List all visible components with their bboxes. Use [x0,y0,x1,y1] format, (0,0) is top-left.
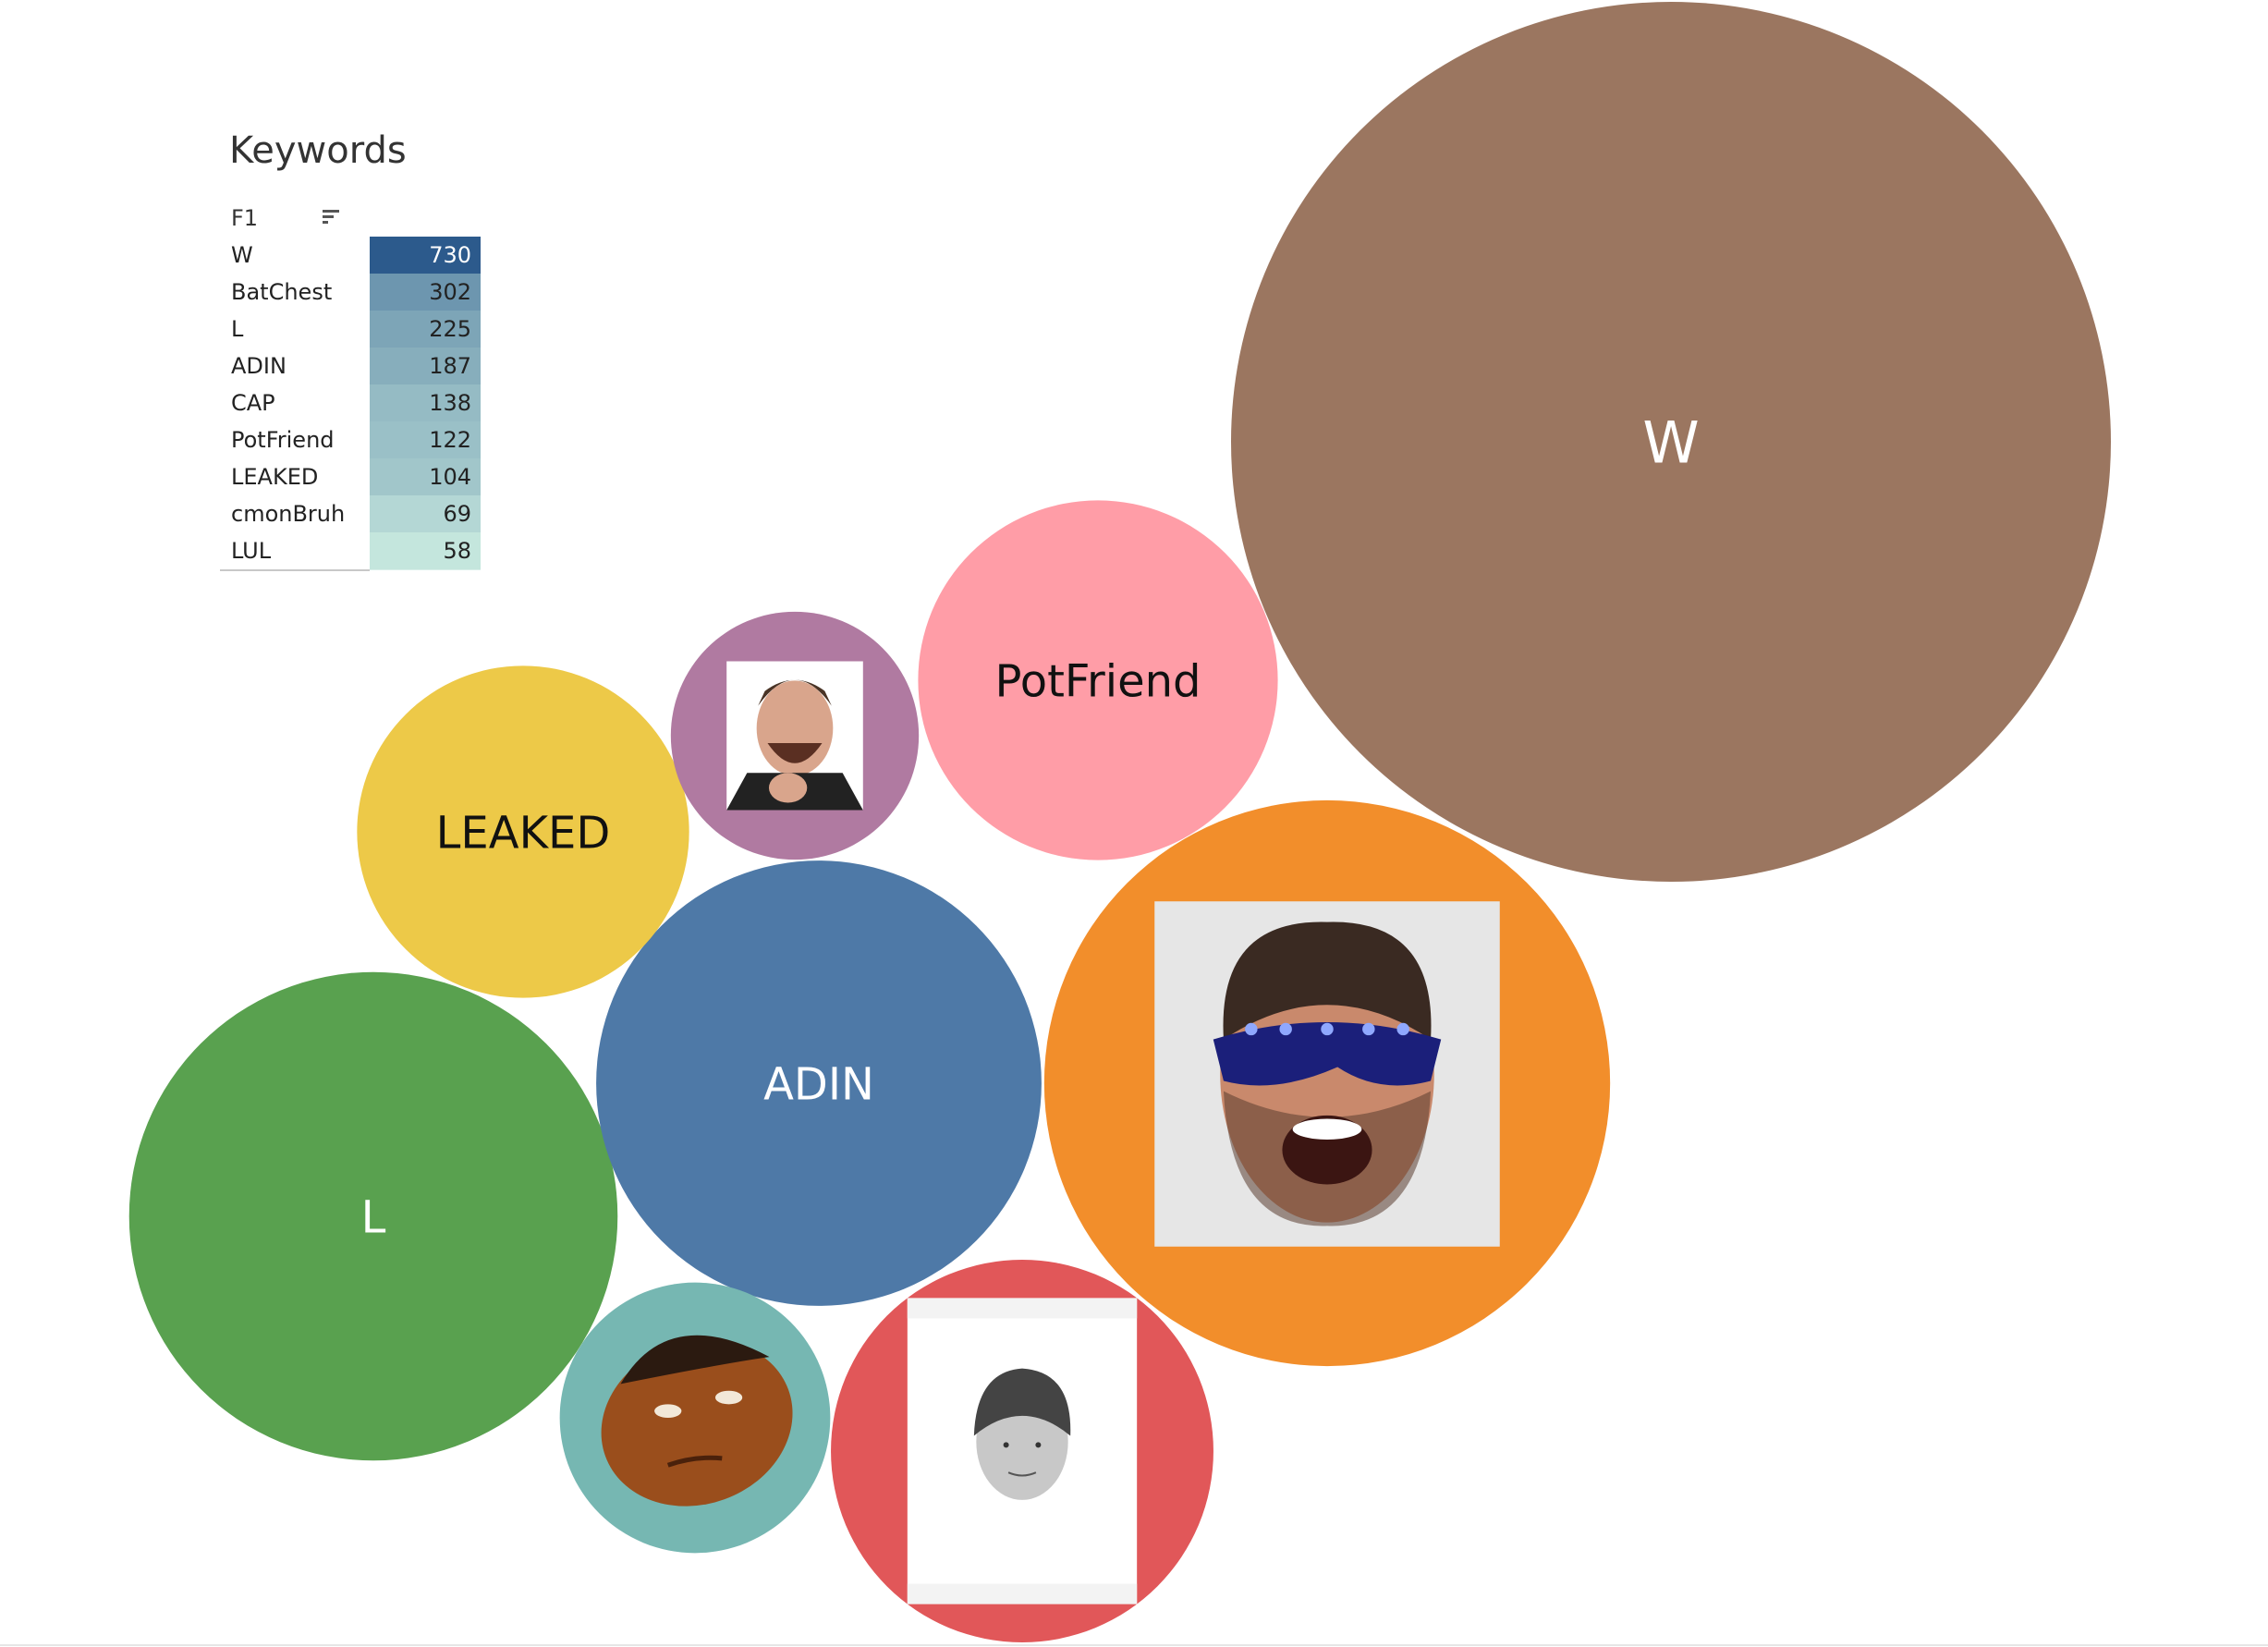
row-label: ADIN [231,348,287,384]
row-value-cell: 302 [370,274,481,311]
emote-batchest-icon [1154,901,1500,1247]
row-value: 138 [429,384,471,421]
row-label: CAP [231,384,275,421]
emote-kappa-icon [908,1298,1137,1604]
bubble-potfriend[interactable]: PotFriend [918,500,1277,860]
row-label: W [231,237,253,274]
table-row[interactable]: CAP 138 [220,384,481,421]
bubble-label: ADIN [763,1058,874,1110]
row-value: 69 [443,495,471,532]
page-bottom-divider [0,1644,2268,1646]
bubble-label: LEAKED [436,807,611,859]
bubble-label: W [1642,409,1699,476]
row-value: 187 [429,348,471,384]
row-value: 302 [429,274,471,311]
bubble-leaked[interactable]: LEAKED [357,665,689,997]
row-value: 730 [429,237,471,274]
table-row[interactable]: LEAKED 104 [220,458,481,495]
row-value: 225 [429,311,471,348]
row-value-cell: 104 [370,458,481,496]
table-row[interactable]: BatChest 302 [220,274,481,311]
table-row[interactable]: LUL 58 [220,532,481,569]
row-label: LUL [231,532,271,569]
row-value-cell: 225 [370,311,481,348]
row-value-cell: 69 [370,495,481,533]
sort-descending-icon[interactable] [321,207,341,227]
table-row[interactable]: cmonBruh 69 [220,495,481,532]
row-value-cell: 730 [370,237,481,274]
bubble-cmonbruh[interactable] [560,1283,831,1554]
bubble-cap[interactable] [831,1260,1213,1642]
emote-lul-icon [726,661,863,810]
table-row[interactable]: ADIN 187 [220,348,481,384]
table-row[interactable]: L 225 [220,311,481,348]
table-row[interactable]: W 730 [220,237,481,274]
row-label: L [231,311,243,348]
bubble-adin[interactable]: ADIN [596,860,1042,1306]
row-label: PotFriend [231,421,335,458]
table-divider [220,569,370,571]
row-value-cell: 187 [370,348,481,385]
row-value: 104 [429,458,471,495]
keywords-table: W 730 BatChest 302 L 225 ADIN 187 CAP 138 PotFrien… [220,237,481,569]
row-label: cmonBruh [231,495,345,532]
row-label: LEAKED [231,458,318,495]
bubble-w[interactable]: W [1231,2,2111,882]
row-value: 58 [443,532,471,569]
row-value-cell: 58 [370,532,481,570]
bubble-lul[interactable] [671,612,919,860]
bubble-label: L [361,1191,386,1243]
table-row[interactable]: PotFriend 122 [220,421,481,458]
bubble-l[interactable]: L [129,972,618,1461]
bubble-label: PotFriend [994,655,1201,707]
row-value: 122 [429,421,471,458]
table-title: Keywords [229,129,407,172]
column-header-f1[interactable]: F1 [231,205,258,231]
row-label: BatChest [231,274,332,311]
row-value-cell: 122 [370,421,481,459]
row-value-cell: 138 [370,384,481,422]
bubble-batchest[interactable] [1044,800,1610,1366]
